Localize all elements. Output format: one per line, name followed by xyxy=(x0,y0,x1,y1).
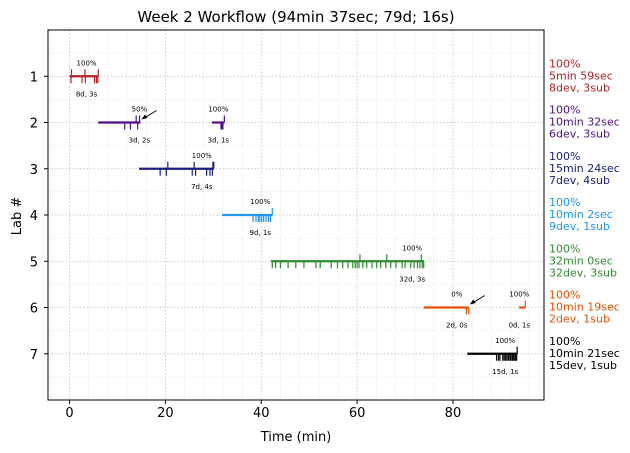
lab-1-summary-percent: 100% xyxy=(549,57,580,70)
segment-percent-label: 50% xyxy=(132,106,148,114)
segment-percent-label: 100% xyxy=(402,244,422,252)
chart-title: Week 2 Workflow (94min 37sec; 79d; 16s) xyxy=(137,8,454,26)
segment-percent-label: 100% xyxy=(77,59,97,67)
lab-1-summary-time: 5min 59sec xyxy=(549,69,613,82)
grid xyxy=(48,30,544,400)
segment-count-label: 2d, 0s xyxy=(446,322,468,330)
ticks: 0 20 40 60 80 1 2 3 4 5 6 7 xyxy=(30,70,462,421)
lab-3-summary-time: 15min 24sec xyxy=(549,162,620,175)
lab-6-summary-time: 10min 19sec xyxy=(549,301,620,314)
lab-1-summary-counts: 8dev, 3sub xyxy=(549,81,610,94)
lab-5-summary-percent: 100% xyxy=(549,242,580,255)
segment-percent-label: 100% xyxy=(208,106,228,114)
segment-percent-label: 0% xyxy=(451,291,462,299)
lab-2-summary-time: 10min 32sec xyxy=(549,116,620,129)
lab-3-summary-counts: 7dev, 4sub xyxy=(549,174,610,187)
annotation-arrowhead xyxy=(141,114,148,120)
segment-percent-label: 100% xyxy=(250,198,270,206)
y-tick-label: 5 xyxy=(30,255,38,270)
segment-percent-label: 100% xyxy=(495,337,515,345)
lab-4-summary-counts: 9dev, 1sub xyxy=(549,220,610,233)
segment-count-label: 3d, 2s xyxy=(129,137,151,145)
lab-7-summary-counts: 15dev, 1sub xyxy=(549,359,617,372)
segment-count-label: 0d, 1s xyxy=(509,322,531,330)
segment-percent-label: 100% xyxy=(509,291,529,299)
lab-7-summary-percent: 100% xyxy=(549,335,580,348)
y-tick-label: 7 xyxy=(30,348,38,363)
lab-2-summary-percent: 100% xyxy=(549,104,580,117)
lab-5-summary-counts: 32dev, 3sub xyxy=(549,266,617,279)
lab-4-summary-time: 10min 2sec xyxy=(549,208,613,221)
lab-6-summary-counts: 2dev, 1sub xyxy=(549,313,610,326)
x-tick-label: 0 xyxy=(65,406,73,421)
segment-count-label: 8d, 3s xyxy=(76,90,98,98)
lab-4-summary-percent: 100% xyxy=(549,196,580,209)
lab-5-summary-time: 32min 0sec xyxy=(549,254,613,267)
x-tick-label: 60 xyxy=(349,406,366,421)
segment-count-label: 15d, 1s xyxy=(492,368,518,376)
segment-count-label: 32d, 3s xyxy=(399,275,425,283)
x-tick-label: 20 xyxy=(157,406,174,421)
y-axis-label: Lab # xyxy=(10,197,25,236)
x-tick-label: 40 xyxy=(253,406,270,421)
y-tick-label: 4 xyxy=(30,209,38,224)
lab-2-summary-counts: 6dev, 3sub xyxy=(549,128,610,141)
y-tick-label: 2 xyxy=(30,117,38,132)
x-axis-label: Time (min) xyxy=(260,430,332,445)
data-layer: 100% 8d, 3s 50% 3d, 2s 100% 3d, 1s 100% 7d, 4s 1… xyxy=(69,59,531,376)
annotation-arrowhead xyxy=(469,299,476,305)
segment-count-label: 3d, 1s xyxy=(208,137,230,145)
lab-3-summary-percent: 100% xyxy=(549,150,580,163)
x-tick-label: 80 xyxy=(445,406,462,421)
lab-6-summary-percent: 100% xyxy=(549,289,580,302)
y-tick-label: 3 xyxy=(30,163,38,178)
segment-percent-label: 100% xyxy=(192,152,212,160)
segment-count-label: 9d, 1s xyxy=(250,229,272,237)
segment-count-label: 7d, 4s xyxy=(191,183,213,191)
y-tick-label: 6 xyxy=(30,302,38,317)
lab-7-summary-time: 10min 21sec xyxy=(549,347,620,360)
y-tick-label: 1 xyxy=(30,70,38,85)
